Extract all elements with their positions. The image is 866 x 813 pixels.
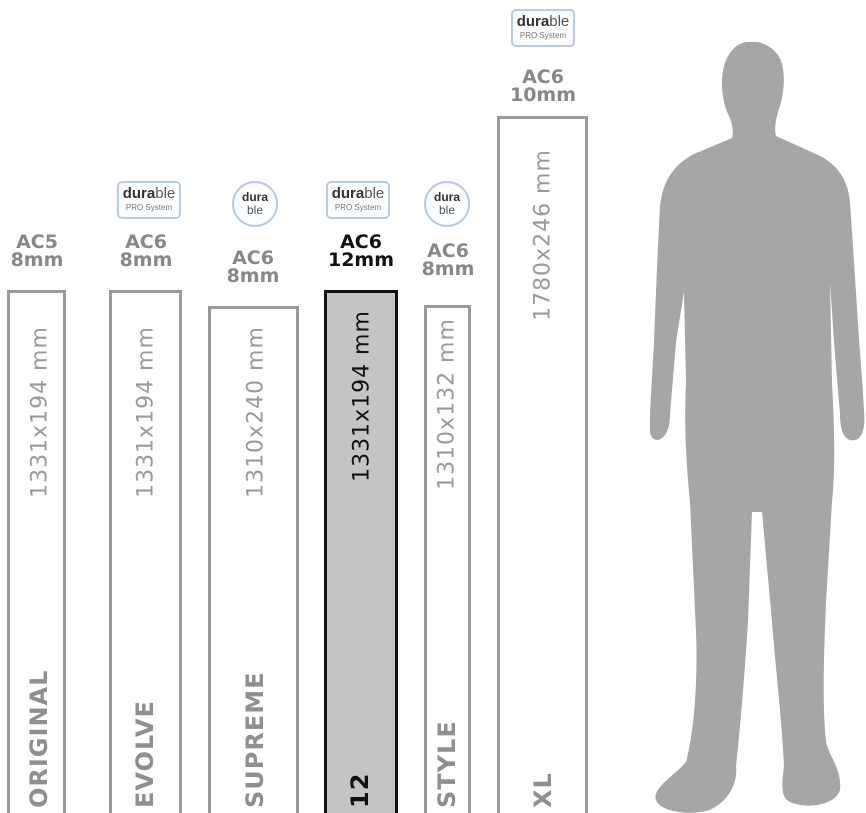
product-name-evolve: EVOLVE [131,700,159,808]
plank-original [7,290,66,813]
dimensions-12: 1331x194 mm [349,310,375,482]
thickness: 8mm [421,258,475,280]
product-name-xl: XL [529,772,557,808]
product-name-12: 12 [346,772,374,808]
durable-pro-logo: durable PRO System [511,9,575,47]
dimensions-style: 1310x132 mm [434,318,460,490]
logo-word: durable [122,185,176,202]
plank-evolve [109,290,182,813]
dimensions-evolve: 1331x194 mm [133,326,159,498]
ac-rating: AC6 [340,231,382,253]
ac-rating: AC6 [125,231,167,253]
logo-sub: PRO System [519,31,567,40]
ac-rating: AC5 [16,231,58,253]
ac-rating: AC6 [522,66,564,88]
thickness: 8mm [226,265,280,287]
durable-pro-logo: durable PRO System [326,181,390,219]
rating-evolve: AC6 8mm [101,231,191,271]
plank-style [424,305,471,813]
thickness: 8mm [119,249,173,271]
ac-rating: AC6 [232,247,274,269]
durable-logo: dura ble [232,181,278,227]
product-name-supreme: SUPREME [241,671,269,808]
thickness: 8mm [10,249,64,271]
dimensions-supreme: 1310x240 mm [243,326,269,498]
plank-xl [497,116,588,813]
rating-12: AC6 12mm [316,231,406,271]
logo-word: durable [516,13,570,30]
thickness: 10mm [509,84,577,106]
rating-supreme: AC6 8mm [208,247,298,287]
dimensions-original: 1331x194 mm [27,326,53,498]
product-name-original: ORIGINAL [25,669,53,808]
product-name-style: STYLE [433,720,461,808]
durable-logo: dura ble [424,181,470,227]
rating-style: AC6 8mm [403,240,493,280]
rating-xl: AC6 10mm [498,66,588,106]
thickness: 12mm [327,249,395,271]
rating-original: AC5 8mm [0,231,82,271]
ac-rating: AC6 [427,240,469,262]
logo-sub: PRO System [334,203,382,212]
plank-supreme [208,306,299,813]
person-silhouette [650,42,865,813]
logo-word: durable [331,185,385,202]
durable-pro-logo: durable PRO System [117,181,181,219]
dimensions-xl: 1780x246 mm [530,149,556,321]
plank-12 [324,290,398,813]
logo-sub: PRO System [125,203,173,212]
